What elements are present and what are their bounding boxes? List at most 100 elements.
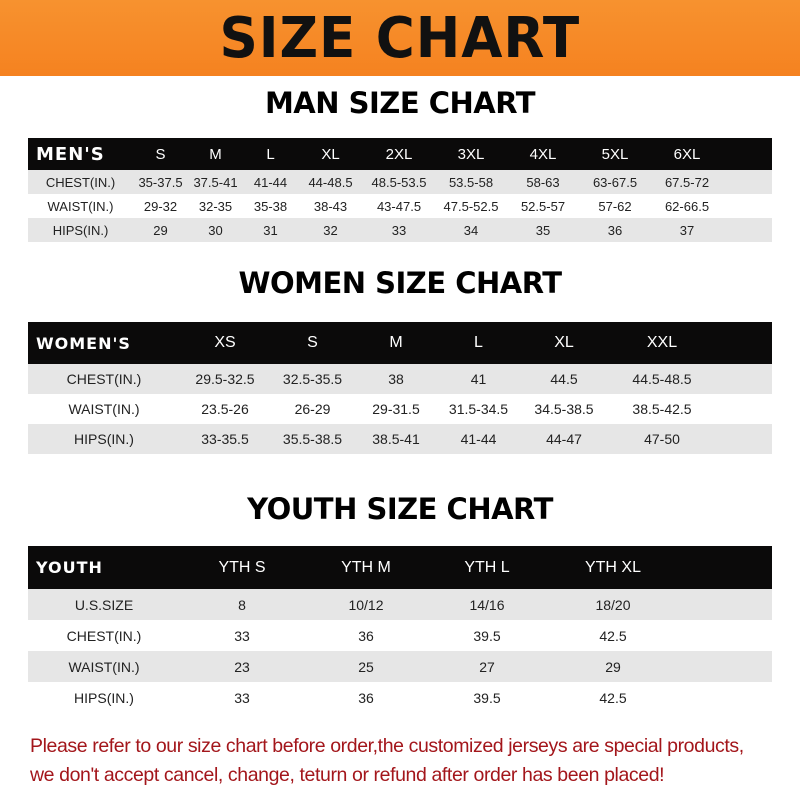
size-header: M (355, 322, 437, 364)
size-cell: 36 (304, 682, 428, 713)
size-cell: 32.5-35.5 (270, 364, 355, 394)
men-chart-title: MAN SIZE CHART (264, 86, 536, 120)
size-header: XL (520, 322, 608, 364)
size-cell: 29 (546, 651, 680, 682)
size-cell: 44-47 (520, 424, 608, 454)
table-label: WOMEN'S (28, 322, 180, 364)
filler-cell (716, 394, 772, 424)
women-chart-title: WOMEN SIZE CHART (238, 266, 562, 300)
size-header: XXL (608, 322, 716, 364)
table-row: U.S.SIZE 8 10/12 14/16 18/20 (28, 589, 772, 620)
size-cell: 18/20 (546, 589, 680, 620)
size-header: 2XL (363, 138, 435, 170)
size-cell: 47.5-52.5 (435, 194, 507, 218)
row-label: HIPS(IN.) (28, 682, 180, 713)
size-cell: 44.5-48.5 (608, 364, 716, 394)
banner-title: SIZE CHART (219, 5, 581, 71)
size-cell: 23.5-26 (180, 394, 270, 424)
size-cell: 36 (579, 218, 651, 242)
row-label: U.S.SIZE (28, 589, 180, 620)
size-cell: 35-37.5 (133, 170, 188, 194)
row-label: WAIST(IN.) (28, 194, 133, 218)
table-row: WAIST(IN.) 23 25 27 29 (28, 651, 772, 682)
size-cell: 31 (243, 218, 298, 242)
size-cell: 33 (180, 620, 304, 651)
size-cell: 29 (133, 218, 188, 242)
size-cell: 39.5 (428, 682, 546, 713)
youth-size-table: YOUTH YTH S YTH M YTH L YTH XL U.S.SIZE 8 10/12… (28, 546, 772, 713)
size-cell: 30 (188, 218, 243, 242)
size-header: YTH L (428, 546, 546, 589)
size-cell: 8 (180, 589, 304, 620)
size-header: YTH M (304, 546, 428, 589)
size-cell: 47-50 (608, 424, 716, 454)
size-cell: 33-35.5 (180, 424, 270, 454)
size-cell: 41 (437, 364, 520, 394)
size-cell: 38 (355, 364, 437, 394)
size-cell: 36 (304, 620, 428, 651)
size-cell: 41-44 (437, 424, 520, 454)
filler-cell (680, 682, 772, 713)
size-cell: 29-31.5 (355, 394, 437, 424)
size-cell: 38.5-41 (355, 424, 437, 454)
row-label: WAIST(IN.) (28, 394, 180, 424)
size-cell: 27 (428, 651, 546, 682)
size-header: 5XL (579, 138, 651, 170)
size-header: XS (180, 322, 270, 364)
row-label: CHEST(IN.) (28, 170, 133, 194)
banner: SIZE CHART (0, 0, 800, 76)
size-cell: 33 (180, 682, 304, 713)
size-cell: 37 (651, 218, 723, 242)
size-cell: 63-67.5 (579, 170, 651, 194)
size-cell: 34 (435, 218, 507, 242)
size-header: XL (298, 138, 363, 170)
size-cell: 32-35 (188, 194, 243, 218)
filler-cell (723, 194, 772, 218)
size-header: S (133, 138, 188, 170)
size-cell: 53.5-58 (435, 170, 507, 194)
size-header: YTH S (180, 546, 304, 589)
filler-cell (680, 546, 772, 589)
row-label: HIPS(IN.) (28, 424, 180, 454)
size-cell: 31.5-34.5 (437, 394, 520, 424)
size-cell: 44.5 (520, 364, 608, 394)
size-header: M (188, 138, 243, 170)
size-cell: 35-38 (243, 194, 298, 218)
notice-line-1: Please refer to our size chart before or… (30, 735, 744, 757)
size-cell: 23 (180, 651, 304, 682)
size-cell: 34.5-38.5 (520, 394, 608, 424)
row-label: CHEST(IN.) (28, 620, 180, 651)
size-cell: 43-47.5 (363, 194, 435, 218)
table-label: MEN'S (28, 138, 133, 170)
size-cell: 52.5-57 (507, 194, 579, 218)
filler-cell (716, 322, 772, 364)
filler-cell (723, 218, 772, 242)
order-notice: Please refer to our size chart before or… (30, 732, 790, 790)
size-cell: 29-32 (133, 194, 188, 218)
filler-cell (680, 589, 772, 620)
row-label: WAIST(IN.) (28, 651, 180, 682)
size-cell: 42.5 (546, 682, 680, 713)
table-row: WAIST(IN.) 29-32 32-35 35-38 38-43 43-47.5 47.… (28, 194, 772, 218)
header-row: MEN'S S M L XL 2XL 3XL 4XL 5XL 6XL (28, 138, 772, 170)
filler-cell (716, 424, 772, 454)
size-cell: 58-63 (507, 170, 579, 194)
size-header: L (437, 322, 520, 364)
size-cell: 10/12 (304, 589, 428, 620)
table-row: CHEST(IN.) 33 36 39.5 42.5 (28, 620, 772, 651)
size-cell: 33 (363, 218, 435, 242)
size-header: 6XL (651, 138, 723, 170)
size-header: YTH XL (546, 546, 680, 589)
table-row: WAIST(IN.) 23.5-26 26-29 29-31.5 31.5-34.5 34… (28, 394, 772, 424)
filler-cell (723, 138, 772, 170)
size-cell: 62-66.5 (651, 194, 723, 218)
size-header: L (243, 138, 298, 170)
size-cell: 42.5 (546, 620, 680, 651)
size-cell: 35.5-38.5 (270, 424, 355, 454)
size-cell: 25 (304, 651, 428, 682)
size-cell: 67.5-72 (651, 170, 723, 194)
table-row: CHEST(IN.) 29.5-32.5 32.5-35.5 38 41 44.5 44.5… (28, 364, 772, 394)
notice-line-2: we don't accept cancel, change, teturn o… (30, 764, 665, 786)
size-header: 3XL (435, 138, 507, 170)
table-row: CHEST(IN.) 35-37.5 37.5-41 41-44 44-48.5 48.5… (28, 170, 772, 194)
